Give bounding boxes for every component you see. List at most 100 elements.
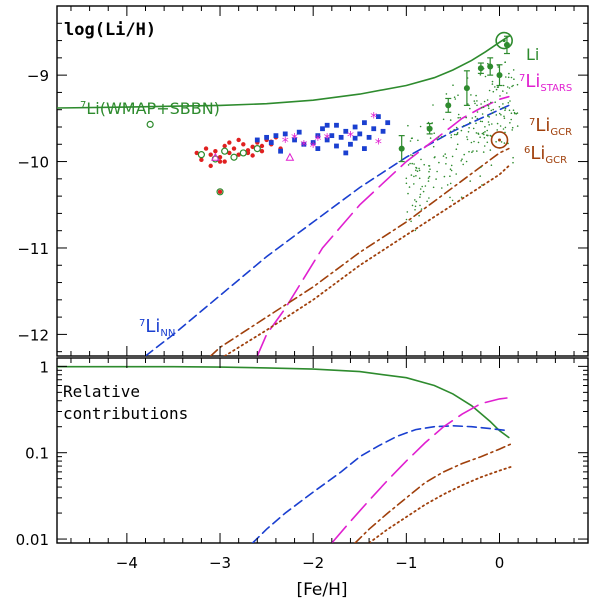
blue-square-point <box>324 137 330 143</box>
green-dot-point <box>498 112 501 115</box>
green-dot-point <box>477 141 480 144</box>
green-dot-point <box>443 175 446 178</box>
green-dot-point <box>494 86 496 88</box>
blue-square-point <box>352 135 358 141</box>
green-dot-point <box>469 107 471 110</box>
green-dot-point <box>479 120 482 123</box>
green-dot-point <box>494 101 497 103</box>
red-filled-point <box>231 146 237 151</box>
red-filled-point <box>222 159 227 164</box>
green-dot-point <box>497 66 500 68</box>
red-filled-point <box>213 148 218 154</box>
x-tick-label: −1 <box>395 554 417 572</box>
green-dot-point <box>420 208 423 210</box>
green-dot-point <box>462 163 465 166</box>
blue-square-point <box>371 126 377 132</box>
green-dot-point <box>449 130 452 133</box>
green-dot-point <box>432 145 435 148</box>
green-dot-point <box>446 184 449 186</box>
green-dot-point <box>496 129 499 131</box>
red-filled-point <box>217 155 223 160</box>
green-open-point <box>146 120 154 128</box>
green-dot-point <box>463 153 466 156</box>
green-dot-point <box>442 118 445 121</box>
green-dot-point <box>450 134 453 136</box>
x-tick-label: −3 <box>209 554 231 572</box>
green-dot-point <box>429 137 432 139</box>
x-tick-label: −4 <box>116 554 138 572</box>
green-dot-point <box>482 132 485 134</box>
blue-square-point <box>268 140 274 145</box>
top-panel: * *** * **** −12−11−10−9 log(Li/H) 7Li(WMAP… <box>17 5 589 357</box>
magenta-star-point: * <box>347 130 354 146</box>
green-dot-point <box>490 109 493 112</box>
green-dot-point <box>491 83 494 85</box>
green-dot-point <box>502 128 505 130</box>
green-dot-point <box>421 185 424 188</box>
green-dot-point <box>476 100 478 102</box>
green-dot-point <box>479 136 481 138</box>
green-dot-point <box>435 178 437 180</box>
green-dot-point <box>508 87 511 89</box>
blue-square-point <box>334 122 339 128</box>
green-dot-point <box>492 108 495 111</box>
green-dot-point <box>510 76 513 79</box>
magenta-star-point: * <box>291 131 298 147</box>
green-dot-point <box>405 218 408 221</box>
green-dot-point <box>429 168 431 170</box>
green-filled-point <box>426 125 433 132</box>
green-dot-point <box>453 133 456 136</box>
green-dot-point <box>445 93 448 95</box>
green-dot-point <box>449 175 451 177</box>
label-nn: 7LiNN <box>139 316 175 339</box>
green-dot-point <box>487 62 489 65</box>
green-dot-point <box>428 175 431 178</box>
green-dot-point <box>488 116 491 118</box>
green-dot-point <box>503 115 505 118</box>
green-filled-point <box>487 63 494 70</box>
green-open-point <box>253 144 261 153</box>
green-dot-point <box>418 169 421 172</box>
green-dot-point <box>471 117 474 119</box>
green-filled-point <box>496 72 503 79</box>
green-open-point <box>230 153 238 161</box>
green-dot-point <box>450 169 453 172</box>
green-dot-point <box>473 140 475 143</box>
green-dot-point <box>487 115 489 117</box>
green-dot-point <box>506 92 508 94</box>
green-dot-point <box>415 200 418 203</box>
green-dot-point <box>491 80 494 83</box>
green-dot-point <box>512 109 515 111</box>
bottom-panel-frame <box>56 357 589 544</box>
green-dot-point <box>470 94 472 96</box>
green-dot-point <box>461 158 463 160</box>
red-filled-point <box>236 152 241 157</box>
green-dot-point <box>410 220 412 223</box>
green-dot-point <box>413 183 415 185</box>
blue-square-point <box>385 120 391 126</box>
green-dot-point <box>420 158 422 161</box>
green-dot-point <box>486 141 489 144</box>
green-dot-point <box>492 90 495 93</box>
green-dot-point <box>411 162 414 165</box>
green-dot-point <box>426 200 428 203</box>
bottom-series-4 <box>368 465 515 543</box>
green-dot-point <box>481 132 484 135</box>
red-filled-point <box>199 157 204 163</box>
green-dot-point <box>480 103 482 105</box>
green-dot-point <box>515 113 518 115</box>
green-dot-point <box>445 163 447 165</box>
bottom-series-1 <box>251 424 510 543</box>
green-dot-point <box>436 170 438 173</box>
red-filled-point <box>208 163 213 169</box>
green-dot-point <box>513 78 515 80</box>
green-dot-point <box>433 132 436 134</box>
green-dot-point <box>457 113 460 116</box>
top-series-4 <box>223 164 510 356</box>
magenta-star-point: * <box>282 135 289 151</box>
green-dot-point <box>486 99 489 101</box>
red-filled-point <box>203 146 209 151</box>
blue-square-point <box>329 133 335 139</box>
green-dot-point <box>451 155 454 158</box>
bottom-y-tick-label: 0.01 <box>16 531 49 549</box>
